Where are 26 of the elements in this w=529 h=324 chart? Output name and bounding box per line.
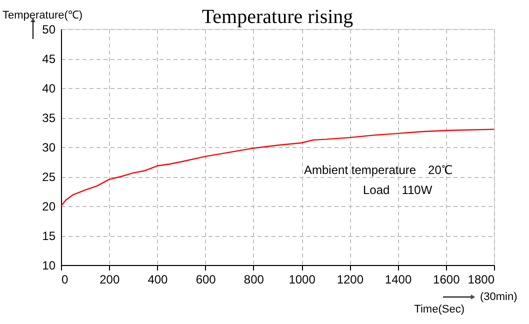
y-tick-label: 10 bbox=[42, 258, 56, 272]
x-tick-label: 600 bbox=[196, 272, 216, 286]
x-tick-label: 1600 bbox=[433, 272, 460, 286]
x-tick-label: 400 bbox=[148, 272, 168, 286]
x-tick-label: 800 bbox=[244, 272, 264, 286]
y-tick-label: 20 bbox=[42, 200, 56, 214]
y-axis-title: Temperature(℃) bbox=[2, 10, 83, 22]
line-series bbox=[60, 128, 495, 207]
x-tick-label: 1800 bbox=[468, 272, 495, 286]
x-axis-title: Time(Sec) bbox=[414, 304, 464, 316]
y-tick-label: 45 bbox=[42, 52, 56, 66]
x-tick-label: 1200 bbox=[336, 272, 364, 286]
y-tick-label: 25 bbox=[42, 170, 56, 184]
y-tick-label: 40 bbox=[42, 82, 56, 96]
x-tick-label: 1400 bbox=[384, 272, 412, 286]
text: (30min) bbox=[480, 291, 518, 303]
y-tick-label: 35 bbox=[42, 111, 56, 125]
x-tick-label: 200 bbox=[100, 272, 120, 286]
chart-title: Temperature rising bbox=[202, 6, 354, 28]
y-tick-label: 50 bbox=[42, 22, 56, 36]
y-tick-label: 30 bbox=[42, 140, 56, 154]
annotation: Ambient temperature 20℃ bbox=[304, 163, 452, 177]
annotation: Load 110W bbox=[363, 183, 433, 197]
x-tick-label: 0 bbox=[62, 272, 68, 286]
x-tick-label: 1000 bbox=[288, 272, 316, 286]
y-tick-label: 15 bbox=[42, 229, 56, 243]
